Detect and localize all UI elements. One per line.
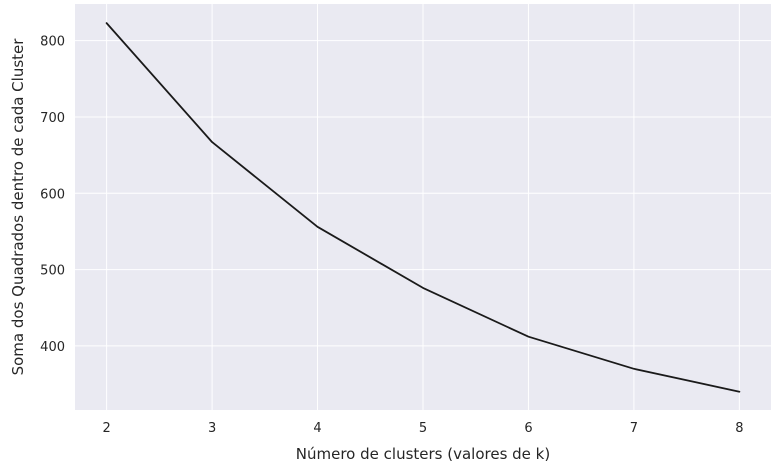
series-layer [105, 22, 741, 393]
x-tick-label: 4 [313, 421, 321, 436]
y-axis-label: Soma dos Quadrados dentro de cada Cluste… [9, 38, 27, 376]
y-tick-label: 400 [40, 340, 65, 355]
x-tick-labels: 2 3 4 5 6 7 8 [102, 421, 743, 436]
series-line [105, 22, 741, 393]
x-axis-label: Número de clusters (valores de k) [296, 445, 550, 463]
y-tick-label: 800 [40, 35, 65, 50]
x-tick-label: 3 [208, 421, 216, 436]
x-tick-label: 8 [735, 421, 743, 436]
x-tick-label: 7 [630, 421, 638, 436]
y-tick-label: 700 [40, 111, 65, 126]
x-tick-label: 5 [419, 421, 427, 436]
grid-lines [75, 4, 771, 410]
y-tick-label: 500 [40, 264, 65, 279]
y-tick-label: 600 [40, 187, 65, 202]
x-tick-label: 2 [102, 421, 110, 436]
x-tick-label: 6 [524, 421, 532, 436]
y-tick-labels: 400 500 600 700 800 [40, 35, 65, 355]
